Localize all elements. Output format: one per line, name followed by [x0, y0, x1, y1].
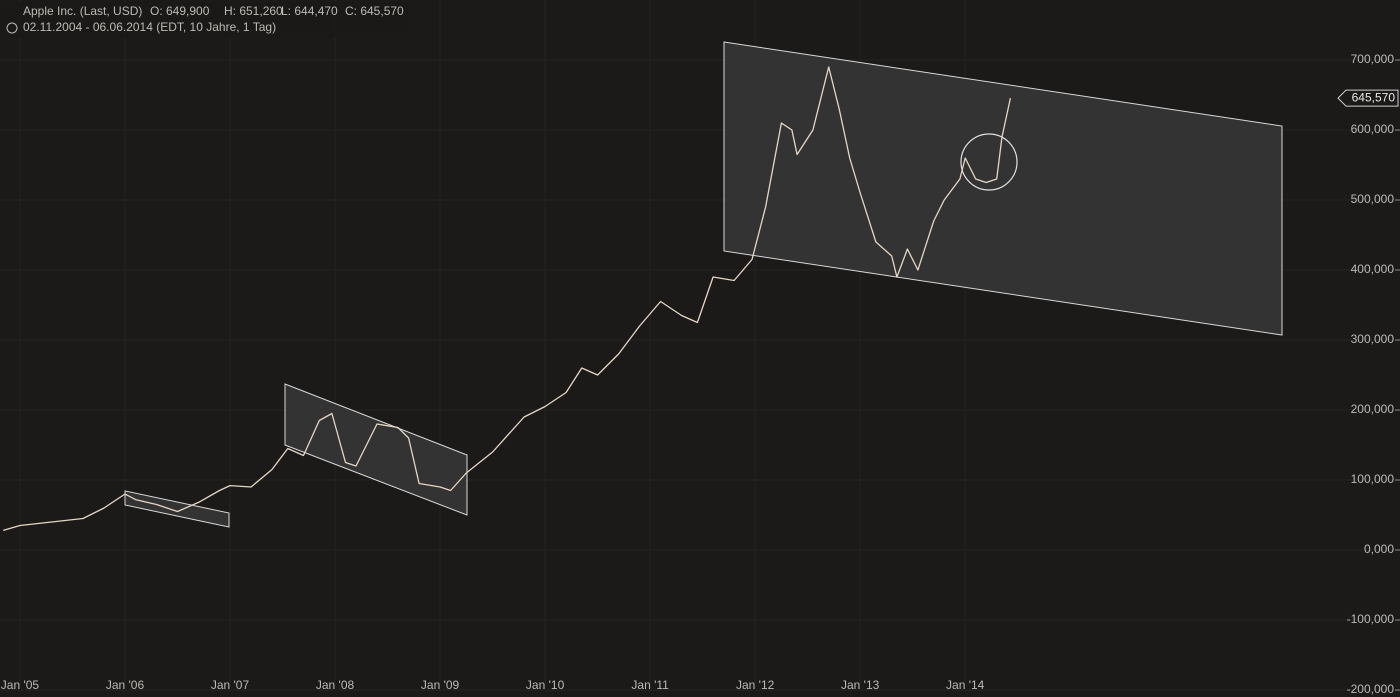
y-tick-label: -100,000	[1347, 612, 1395, 626]
chart-subtitle: 02.11.2004 - 06.06.2014 (EDT, 10 Jahre, …	[23, 20, 276, 34]
chart-title: Apple Inc. (Last, USD)	[23, 4, 142, 18]
highlight-circle	[960, 133, 1018, 191]
y-tick-label: 100,000	[1351, 472, 1395, 486]
y-tick-label: 300,000	[1351, 332, 1395, 346]
x-tick-label: Jan '10	[526, 678, 565, 692]
ohlc-high: H: 651,260	[224, 4, 283, 18]
y-tick-label: 600,000	[1351, 122, 1395, 136]
x-tick-label: Jan '06	[106, 678, 145, 692]
ohlc-close: C: 645,570	[345, 4, 404, 18]
price-tag-box	[1337, 89, 1399, 107]
price-line	[3, 66, 1012, 532]
price-tag: 645,570	[1352, 90, 1396, 104]
x-tick-label: Jan '14	[946, 678, 985, 692]
ohlc-open: O: 649,900	[150, 4, 210, 18]
y-tick-label: 700,000	[1351, 52, 1395, 66]
x-tick-label: Jan '12	[736, 678, 775, 692]
trend-channel	[124, 490, 230, 528]
y-tick-label: 400,000	[1351, 262, 1395, 276]
x-tick-label: Jan '13	[841, 678, 880, 692]
trend-channel	[284, 383, 468, 516]
x-tick-label: Jan '08	[316, 678, 355, 692]
ohlc-low: L: 644,470	[281, 4, 338, 18]
trend-channel	[723, 41, 1283, 336]
x-tick-label: Jan '09	[421, 678, 460, 692]
x-tick-label: Jan '05	[1, 678, 40, 692]
y-tick-label: 500,000	[1351, 192, 1395, 206]
y-tick-label: 0,000	[1364, 542, 1394, 556]
y-tick-label: -200,000	[1347, 682, 1395, 696]
x-tick-label: Jan '07	[211, 678, 250, 692]
x-tick-label: Jan '11	[631, 678, 669, 692]
clock-icon	[6, 22, 18, 34]
plot	[3, 66, 1012, 532]
header-bg	[0, 2, 408, 38]
y-tick-label: 200,000	[1351, 402, 1395, 416]
